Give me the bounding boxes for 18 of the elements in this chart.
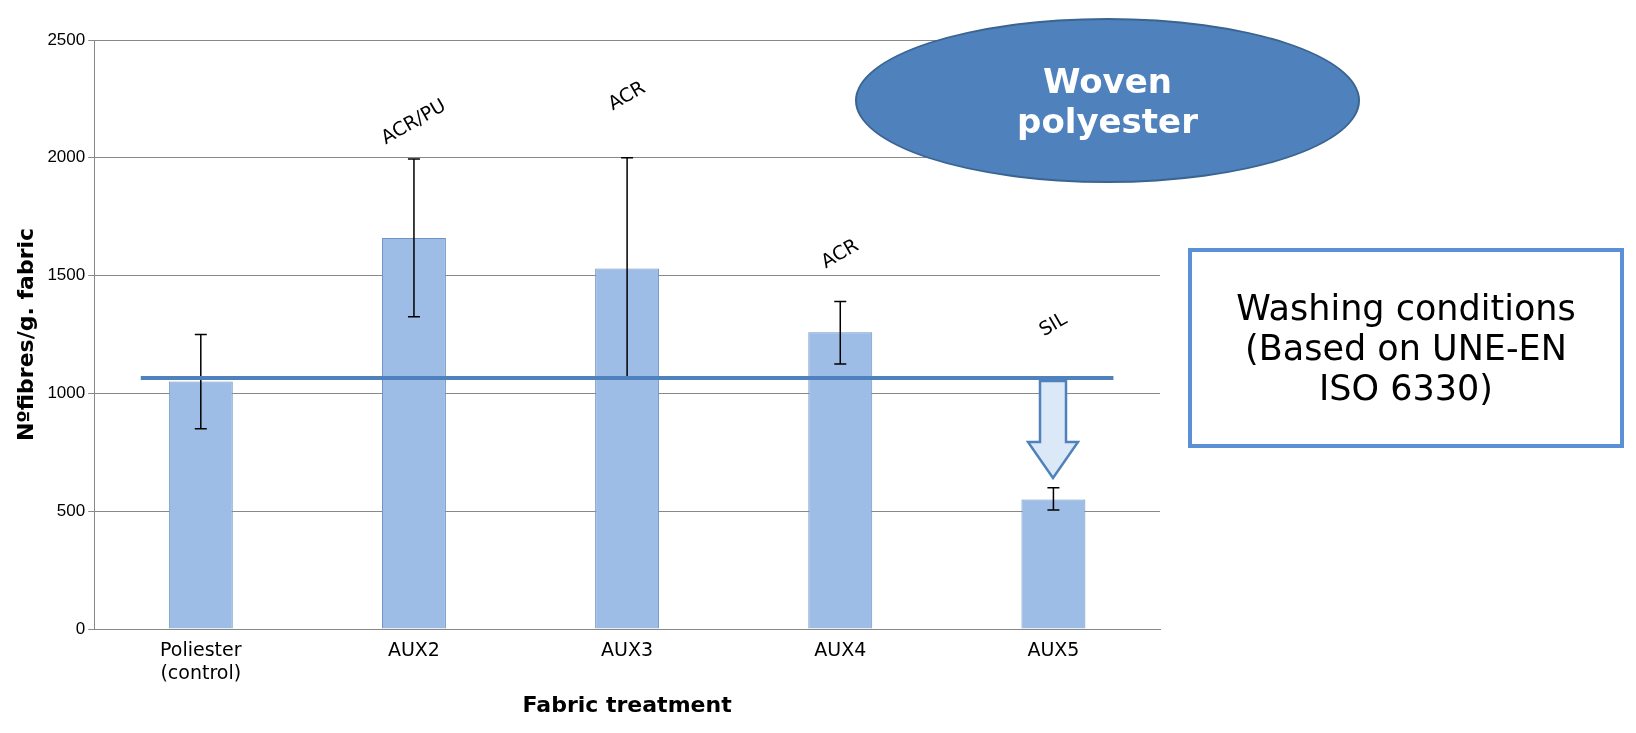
x-tick-label: AUX4	[814, 638, 867, 661]
y-axis-title: Nºfibres/g. fabric	[12, 227, 38, 442]
y-tick-label: 2500	[47, 29, 86, 49]
text-box: Washing conditions (Based on UNE-EN ISO 6330)	[1188, 248, 1624, 448]
y-tick-label: 500	[56, 500, 86, 520]
x-axis-title: Fabric treatment	[522, 691, 733, 717]
annotation: ACR	[816, 233, 862, 272]
y-tick-label: 0	[75, 618, 86, 638]
ellipse-shape: Woven polyester	[855, 18, 1360, 183]
y-tick-label: 1000	[47, 383, 86, 403]
x-tick-label: Poliester (control)	[160, 638, 242, 684]
y-tick-label: 2000	[47, 147, 86, 167]
x-tick-label: AUX2	[387, 638, 440, 661]
annotation: SIL	[1034, 306, 1071, 340]
x-tick-label: AUX5	[1027, 638, 1080, 661]
y-tick-label: 1500	[47, 265, 86, 285]
x-tick-label: AUX3	[601, 638, 654, 661]
annotation: ACR	[603, 75, 649, 115]
